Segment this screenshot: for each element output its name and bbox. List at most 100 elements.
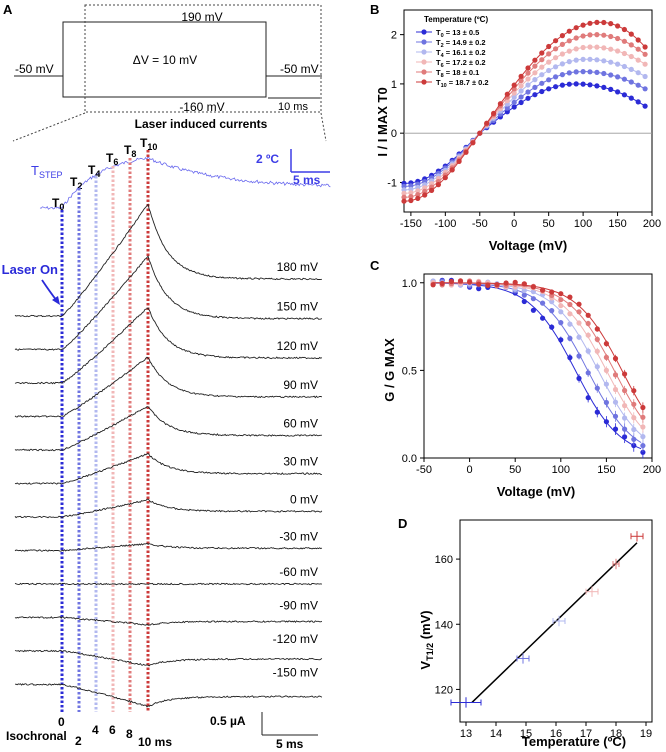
c-point-5 xyxy=(622,371,628,377)
b-series-line-0 xyxy=(403,83,646,184)
b-point-3 xyxy=(587,44,593,50)
c-point-0 xyxy=(521,298,527,305)
b-point-3 xyxy=(601,45,607,51)
b-point-2 xyxy=(553,64,559,70)
b-point-1 xyxy=(621,76,628,82)
panel-a: A 190 mV -160 mV -50 mV -50 mV ΔV = 10 m… xyxy=(2,2,331,751)
c-point-3 xyxy=(594,348,600,354)
b-legend-label-2: T4 = 16.1 ± 0.2 xyxy=(436,48,486,59)
b-point-2 xyxy=(546,67,552,74)
c-y-tick-label-1: 0.5 xyxy=(402,365,417,377)
b-point-3 xyxy=(642,61,648,67)
c-point-0 xyxy=(567,355,573,361)
b-point-3 xyxy=(580,44,586,51)
c-point-3 xyxy=(622,403,628,409)
b-point-4 xyxy=(408,194,414,200)
panel-letter-b: B xyxy=(370,2,379,17)
b-point-0 xyxy=(601,84,607,90)
b-legend-marker-5 xyxy=(421,79,427,85)
voltage-label-2: 120 mV xyxy=(277,339,318,353)
zoom-line-left xyxy=(12,112,86,142)
b-point-4 xyxy=(621,38,628,44)
b-x-tick-label-0: -150 xyxy=(400,218,422,230)
c-point-5 xyxy=(558,291,564,297)
b-point-5 xyxy=(422,192,428,198)
laser-on-arrow xyxy=(41,279,58,302)
voltage-label-10: -120 mV xyxy=(273,632,318,646)
b-point-1 xyxy=(546,77,552,83)
protocol-scale-label: 10 ms xyxy=(278,101,308,113)
c-point-0 xyxy=(612,426,619,432)
b-point-1 xyxy=(566,70,572,76)
current-trace-1 xyxy=(14,255,323,351)
b-point-3 xyxy=(635,57,641,63)
c-point-5 xyxy=(567,294,573,300)
protocol-caption: Laser induced currents xyxy=(135,117,268,131)
b-point-4 xyxy=(415,192,421,198)
time-mark-0: 0 xyxy=(58,715,65,729)
c-point-2 xyxy=(549,299,555,305)
b-point-5 xyxy=(642,44,648,50)
b-point-0 xyxy=(539,88,545,95)
b-point-1 xyxy=(642,86,648,92)
protocol-top-label: 190 mV xyxy=(181,10,222,24)
b-point-4 xyxy=(594,31,600,38)
c-fit-line-0 xyxy=(433,282,642,450)
b-point-5 xyxy=(621,26,628,33)
c-x-tick-label-3: 100 xyxy=(552,464,570,476)
c-point-1 xyxy=(540,300,546,306)
d-x-tick-label-5: 18 xyxy=(610,728,622,740)
c-point-0 xyxy=(622,434,628,440)
b-point-1 xyxy=(511,99,517,105)
b-point-4 xyxy=(566,38,572,44)
b-point-0 xyxy=(594,83,600,89)
c-point-0 xyxy=(640,449,646,455)
c-point-4 xyxy=(594,336,600,342)
c-point-2 xyxy=(631,426,637,433)
protocol-dotted-box xyxy=(84,4,322,113)
b-point-3 xyxy=(573,46,579,52)
c-point-3 xyxy=(567,311,573,317)
b-point-4 xyxy=(525,70,531,76)
c-point-4 xyxy=(585,320,591,327)
c-point-2 xyxy=(640,434,646,440)
b-point-3 xyxy=(539,64,545,70)
isochronal-label: Isochronal xyxy=(6,729,67,743)
c-point-0 xyxy=(576,375,582,381)
c-point-1 xyxy=(567,335,573,341)
b-point-3 xyxy=(615,48,621,54)
b-point-4 xyxy=(422,188,428,194)
b-point-4 xyxy=(518,78,524,84)
b-point-0 xyxy=(628,95,634,101)
b-point-2 xyxy=(615,61,621,67)
b-point-4 xyxy=(553,46,559,52)
c-point-4 xyxy=(622,387,628,394)
b-point-5 xyxy=(615,23,621,29)
c-point-3 xyxy=(640,424,646,430)
c-point-0 xyxy=(585,395,591,401)
c-point-5 xyxy=(631,388,637,394)
b-point-5 xyxy=(566,28,572,34)
voltage-label-7: -30 mV xyxy=(279,529,318,543)
c-x-tick-label-5: 200 xyxy=(643,464,661,476)
current-scale-label: 0.5 µA xyxy=(210,714,246,728)
b-axes: -150 -100 -50 0 50 100 150 200 -1 0 1 2 xyxy=(387,9,661,230)
b-point-5 xyxy=(442,175,448,181)
c-point-1 xyxy=(530,296,537,302)
b-point-5 xyxy=(532,57,538,63)
b-point-5 xyxy=(601,19,607,26)
c-point-1 xyxy=(640,443,646,449)
d-x-axis-label: Temperature (ºC) xyxy=(522,734,626,749)
b-point-2 xyxy=(539,72,545,78)
b-x-tick-label-5: 100 xyxy=(574,218,592,230)
voltage-labels: 180 mV 150 mV 120 mV 90 mV 60 mV 30 mV 0 mV -30… xyxy=(273,260,318,679)
b-series xyxy=(401,19,648,204)
current-trace-4 xyxy=(14,406,322,452)
b-point-5 xyxy=(491,110,497,116)
b-plot-frame xyxy=(403,9,653,213)
time-mark-2: 4 xyxy=(92,723,99,737)
b-point-5 xyxy=(546,43,552,50)
c-point-5 xyxy=(503,280,509,286)
c-point-2 xyxy=(603,381,610,387)
c-series xyxy=(430,277,646,459)
